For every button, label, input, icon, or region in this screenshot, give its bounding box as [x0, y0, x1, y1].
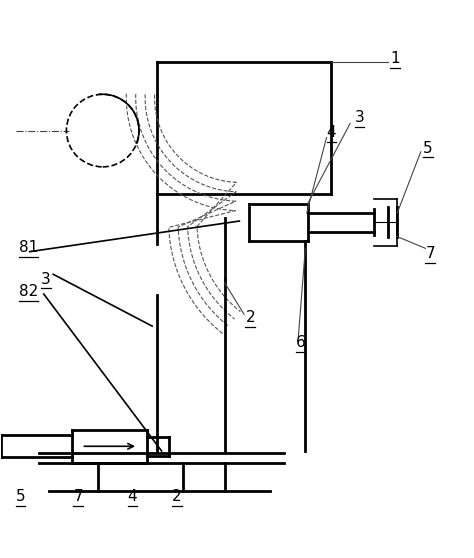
Text: 3: 3	[355, 110, 365, 125]
Text: 82: 82	[19, 284, 38, 299]
Text: 1: 1	[390, 51, 400, 66]
Text: 5: 5	[16, 489, 25, 504]
Text: 5: 5	[423, 141, 433, 156]
Text: 7: 7	[425, 246, 435, 261]
Text: 6: 6	[296, 335, 305, 350]
Text: 81: 81	[19, 240, 38, 255]
Text: 2: 2	[173, 489, 182, 504]
Text: 4: 4	[327, 126, 336, 141]
Text: 7: 7	[73, 489, 83, 504]
Text: 2: 2	[246, 310, 255, 325]
Text: 4: 4	[128, 489, 137, 504]
Text: 3: 3	[41, 272, 51, 286]
